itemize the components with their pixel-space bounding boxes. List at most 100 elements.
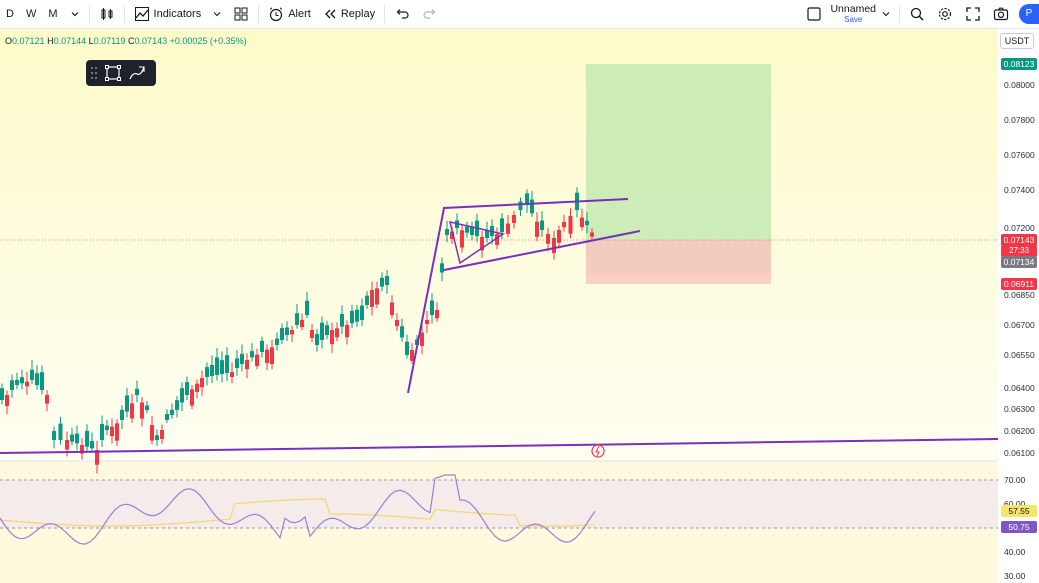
- candle-body: [195, 383, 199, 392]
- layout-selector[interactable]: Unnamed Save: [800, 0, 896, 28]
- settings-gear-icon[interactable]: [931, 0, 959, 28]
- rsi-band: [0, 480, 998, 528]
- user-avatar-button[interactable]: P: [1015, 0, 1039, 28]
- drawing-floating-toolbar[interactable]: [86, 60, 156, 86]
- timeframe-m[interactable]: M: [48, 8, 58, 20]
- redo-icon[interactable]: [416, 0, 444, 28]
- timeframe-w[interactable]: W: [25, 8, 37, 20]
- price-tick: 0.06200: [1004, 426, 1035, 436]
- indicators-dropdown-icon[interactable]: [207, 0, 227, 28]
- fullscreen-icon[interactable]: [959, 0, 987, 28]
- candle-body: [290, 330, 294, 335]
- alert-button[interactable]: Alert: [262, 0, 317, 28]
- alarm-clock-icon: [268, 6, 284, 22]
- price-tick: 0.07600: [1004, 150, 1035, 160]
- undo-icon[interactable]: [388, 0, 416, 28]
- candle-body: [345, 325, 349, 338]
- price-tick: 0.08000: [1004, 80, 1035, 90]
- candle-body: [85, 430, 89, 447]
- price-tick: 0.06100: [1004, 448, 1035, 458]
- candle-body: [75, 433, 79, 444]
- candle-body: [305, 300, 309, 315]
- candle-body: [425, 320, 429, 325]
- candle-body: [506, 223, 510, 234]
- toolbar-divider: [88, 5, 90, 23]
- indicators-button[interactable]: Indicators: [128, 0, 208, 28]
- ohlc-legend: O0.07121 H0.07144 L0.07119 C0.07143 +0.0…: [5, 36, 247, 46]
- chevron-down-icon: [882, 9, 890, 19]
- candle-body: [170, 409, 174, 415]
- flash-marker-icon: [591, 444, 605, 458]
- candle-body: [105, 425, 109, 430]
- templates-grid-icon[interactable]: [227, 0, 255, 28]
- flagpole-upper-trendline: [407, 198, 629, 394]
- candle-body: [410, 350, 414, 361]
- candle-body: [200, 378, 204, 388]
- candle-body: [40, 372, 44, 390]
- layout-name: Unnamed: [830, 3, 876, 16]
- candle-body: [45, 395, 49, 404]
- price-tick: 0.07800: [1004, 115, 1035, 125]
- chart-area[interactable]: [0, 29, 1039, 583]
- camera-snapshot-icon[interactable]: [987, 0, 1015, 28]
- stop-price-label: 0.06911: [1001, 278, 1037, 290]
- candle-body: [315, 334, 319, 345]
- candle-body: [390, 302, 394, 316]
- rsi-tick: 70.00: [1004, 475, 1026, 485]
- candle-body: [552, 238, 556, 254]
- candle-body: [58, 423, 63, 440]
- candle-body: [445, 228, 449, 235]
- candle-body: [370, 290, 374, 307]
- brush-tool-icon[interactable]: [128, 64, 146, 82]
- candle-body: [355, 309, 359, 322]
- candle-body: [135, 388, 139, 395]
- candle-body: [210, 365, 214, 376]
- triangle-pattern: [448, 221, 505, 265]
- candles-icon[interactable]: [93, 0, 121, 28]
- candle-body: [35, 373, 39, 385]
- replay-button[interactable]: Replay: [317, 0, 381, 28]
- rectangle-tool-icon[interactable]: [104, 64, 122, 82]
- candle-body: [270, 347, 274, 365]
- candle-body: [395, 320, 399, 327]
- chart-canvas[interactable]: [0, 29, 1039, 583]
- candle-body: [460, 230, 464, 248]
- candle-body: [590, 232, 594, 237]
- candle-body: [80, 445, 84, 454]
- candle-body: [540, 220, 544, 230]
- candle-body: [465, 226, 469, 233]
- legend-change: +0.00025 (+0.35%): [169, 36, 247, 46]
- candle-body: [185, 382, 189, 395]
- candle-body: [435, 310, 439, 319]
- candle-body: [360, 305, 364, 320]
- candle-body: [470, 226, 474, 235]
- replay-icon: [323, 7, 337, 21]
- candle-body: [557, 230, 561, 243]
- price-pane-background: [0, 29, 998, 461]
- candle-body: [245, 360, 249, 370]
- candle-body: [420, 332, 424, 346]
- timeframe-dropdown-icon[interactable]: [64, 0, 86, 28]
- candle-body: [285, 327, 289, 335]
- candle-body: [300, 320, 304, 328]
- candle-body: [320, 322, 324, 340]
- candle-body: [375, 288, 379, 305]
- toolbar-divider: [384, 5, 386, 23]
- candle-body: [150, 425, 154, 441]
- candle-body: [485, 230, 489, 238]
- quick-search-icon[interactable]: [903, 0, 931, 28]
- candle-body: [310, 330, 314, 338]
- legend-low: 0.07119: [93, 36, 126, 46]
- currency-selector[interactable]: USDT: [1000, 33, 1034, 49]
- drag-handle-icon[interactable]: [90, 66, 98, 80]
- candle-body: [5, 395, 9, 407]
- rsi-ma-label: 57.55: [1001, 505, 1037, 517]
- candle-body: [215, 357, 219, 375]
- rsi-tick: 60.00: [1004, 499, 1026, 509]
- candle-body: [140, 402, 144, 419]
- support-trendline: [0, 438, 999, 454]
- timeframe-d[interactable]: D: [6, 8, 14, 20]
- rsi-tick: 40.00: [1004, 547, 1026, 557]
- lower-trendline: [443, 230, 641, 271]
- candle-body: [335, 328, 339, 338]
